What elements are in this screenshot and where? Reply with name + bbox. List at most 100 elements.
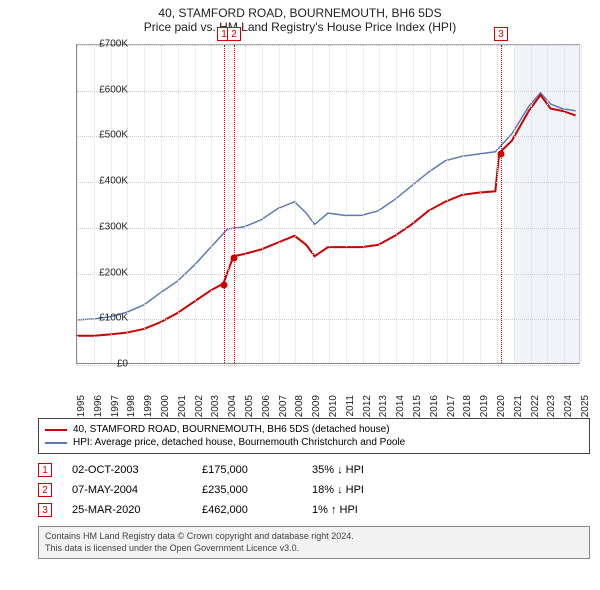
y-axis-tick: £300K	[84, 221, 128, 232]
x-axis-tick: 2007	[278, 395, 289, 417]
legend-row-hpi: HPI: Average price, detached house, Bour…	[45, 436, 583, 449]
title-line-1: 40, STAMFORD ROAD, BOURNEMOUTH, BH6 5DS	[0, 6, 600, 20]
line-chart-svg	[77, 45, 579, 363]
gridline-v	[430, 45, 431, 363]
gridline-v	[211, 45, 212, 363]
x-axis-tick: 2004	[227, 395, 238, 417]
event-marker: 2	[227, 27, 241, 41]
x-axis-tick: 2019	[479, 395, 490, 417]
x-axis-tick: 1998	[126, 395, 137, 417]
y-axis-tick: £200K	[84, 267, 128, 278]
y-axis-tick: £400K	[84, 176, 128, 187]
event-line	[501, 45, 502, 363]
event-line	[224, 45, 225, 363]
gridline-v	[514, 45, 515, 363]
event-marker: 3	[494, 27, 508, 41]
gridline-v	[77, 45, 78, 363]
title-line-2: Price paid vs. HM Land Registry's House …	[0, 20, 600, 34]
gridline-v	[346, 45, 347, 363]
gridline-v	[447, 45, 448, 363]
sale-marker	[221, 282, 228, 289]
x-axis-tick: 2014	[395, 395, 406, 417]
footnote-line-1: Contains HM Land Registry data © Crown c…	[45, 531, 583, 543]
event-price: £462,000	[202, 504, 292, 516]
legend-label-hpi: HPI: Average price, detached house, Bour…	[73, 437, 405, 448]
gridline-h	[77, 274, 579, 275]
gridline-v	[480, 45, 481, 363]
event-delta: 1% ↑ HPI	[312, 504, 412, 516]
gridline-h	[77, 228, 579, 229]
sale-marker	[497, 150, 504, 157]
y-axis-tick: £100K	[84, 313, 128, 324]
gridline-h	[77, 91, 579, 92]
gridline-v	[245, 45, 246, 363]
x-axis-tick: 1995	[76, 395, 87, 417]
x-axis-tick: 2013	[378, 395, 389, 417]
legend-swatch-property	[45, 429, 67, 431]
gridline-v	[262, 45, 263, 363]
event-row: 325-MAR-2020£462,0001% ↑ HPI	[38, 500, 590, 520]
gridline-v	[547, 45, 548, 363]
gridline-h	[77, 319, 579, 320]
x-axis-tick: 1999	[143, 395, 154, 417]
x-axis-tick: 2008	[294, 395, 305, 417]
x-axis-tick: 2003	[210, 395, 221, 417]
x-axis-tick: 1997	[110, 395, 121, 417]
gridline-h	[77, 45, 579, 46]
x-axis-tick: 2015	[412, 395, 423, 417]
gridline-v	[379, 45, 380, 363]
y-axis-tick: £700K	[84, 39, 128, 50]
y-axis-tick: £500K	[84, 130, 128, 141]
event-delta: 35% ↓ HPI	[312, 464, 412, 476]
gridline-v	[295, 45, 296, 363]
event-price: £175,000	[202, 464, 292, 476]
events-table: 102-OCT-2003£175,00035% ↓ HPI207-MAY-200…	[38, 460, 590, 520]
event-delta: 18% ↓ HPI	[312, 484, 412, 496]
gridline-v	[413, 45, 414, 363]
gridline-v	[329, 45, 330, 363]
gridline-v	[396, 45, 397, 363]
x-axis-tick: 2009	[311, 395, 322, 417]
footnote-line-2: This data is licensed under the Open Gov…	[45, 543, 583, 555]
x-axis-tick: 2010	[328, 395, 339, 417]
y-axis-tick: £0	[84, 359, 128, 370]
y-axis-tick: £600K	[84, 84, 128, 95]
x-axis-tick: 2016	[429, 395, 440, 417]
x-axis-tick: 2002	[194, 395, 205, 417]
x-axis-tick: 2020	[496, 395, 507, 417]
x-axis-tick: 2022	[530, 395, 541, 417]
plot-region: 123	[76, 44, 580, 364]
gridline-v	[178, 45, 179, 363]
x-axis-tick: 2000	[160, 395, 171, 417]
gridline-v	[363, 45, 364, 363]
x-axis-tick: 2017	[446, 395, 457, 417]
x-axis-tick: 2021	[513, 395, 524, 417]
gridline-v	[195, 45, 196, 363]
x-axis-tick: 2025	[580, 395, 591, 417]
legend-label-property: 40, STAMFORD ROAD, BOURNEMOUTH, BH6 5DS …	[73, 424, 390, 435]
gridline-v	[228, 45, 229, 363]
x-axis-tick: 2023	[546, 395, 557, 417]
legend-swatch-hpi	[45, 442, 67, 444]
event-row: 2 07-MAY-2004 £235,000 18% ↓ HPI	[38, 480, 590, 500]
gridline-v	[581, 45, 582, 363]
chart-area: 123 £0 £100K £200K £300K £400K £500K £600K £700…	[30, 40, 590, 410]
gridline-v	[312, 45, 313, 363]
event-date: 07-MAY-2004	[72, 484, 182, 496]
event-line	[234, 45, 235, 363]
x-axis-tick: 2018	[462, 395, 473, 417]
x-axis-tick: 2011	[345, 395, 356, 417]
event-row: 102-OCT-2003£175,00035% ↓ HPI	[38, 460, 590, 480]
legend-row-property: 40, STAMFORD ROAD, BOURNEMOUTH, BH6 5DS …	[45, 423, 583, 436]
gridline-v	[531, 45, 532, 363]
x-axis-tick: 1996	[93, 395, 104, 417]
x-axis-tick: 2006	[261, 395, 272, 417]
event-date: 02-OCT-2003	[72, 464, 182, 476]
gridline-v	[497, 45, 498, 363]
event-number: 3	[38, 503, 52, 517]
event-number: 2	[38, 483, 52, 497]
gridline-v	[463, 45, 464, 363]
gridline-v	[161, 45, 162, 363]
x-axis-tick: 2024	[563, 395, 574, 417]
event-price: £235,000	[202, 484, 292, 496]
